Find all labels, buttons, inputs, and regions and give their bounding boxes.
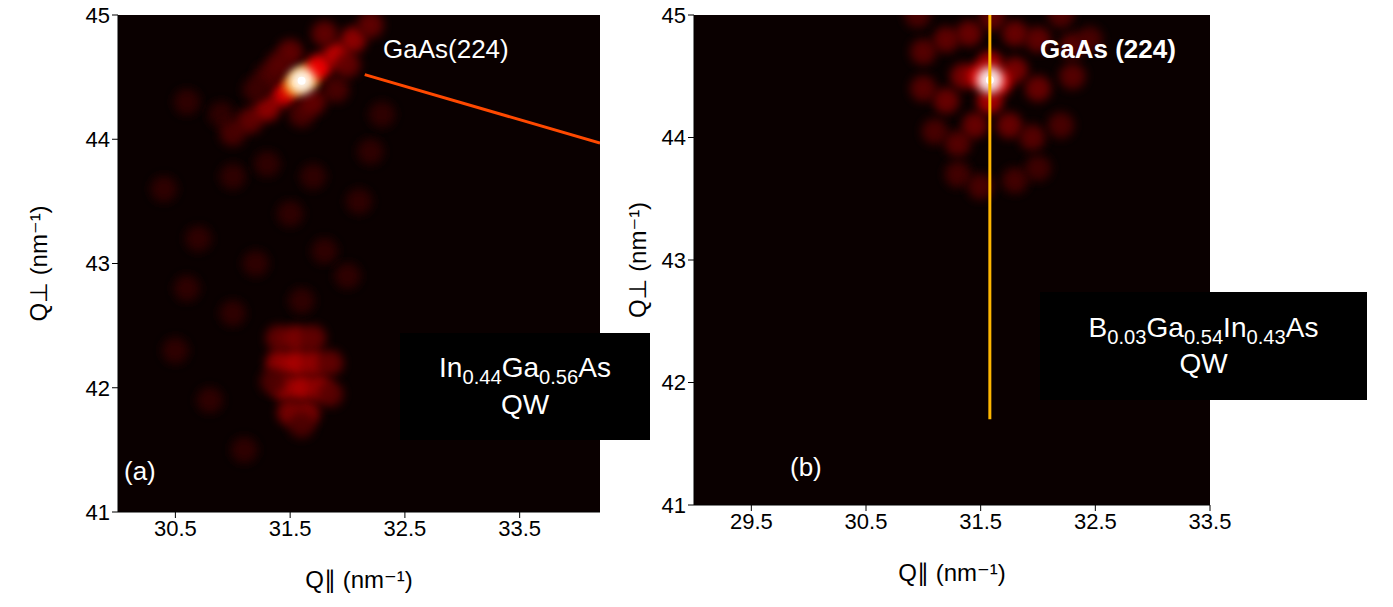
svg-text:32.5: 32.5 (1074, 509, 1117, 534)
svg-text:33.5: 33.5 (498, 516, 541, 541)
svg-text:41: 41 (662, 493, 686, 518)
svg-text:30.5: 30.5 (845, 509, 888, 534)
html-text:B0.03Ga0.54In0.43As: B0.03Ga0.54In0.43As (1088, 311, 1319, 348)
svg-text:45: 45 (86, 3, 110, 28)
svg-text:43: 43 (86, 251, 110, 276)
svg-text:42: 42 (86, 376, 110, 401)
svg-text:33.5: 33.5 (1189, 509, 1232, 534)
svg-text:31.5: 31.5 (959, 509, 1002, 534)
html-text:QW: QW (1179, 348, 1228, 380)
html-text:GaAs (224): GaAs (224) (1040, 34, 1176, 64)
svg-text:30.5: 30.5 (154, 516, 197, 541)
svg-text:29.5: 29.5 (730, 509, 773, 534)
html-text:GaAs(224): GaAs(224) (383, 34, 509, 64)
svg-text:42: 42 (662, 370, 686, 395)
html-text:(a): (a) (124, 456, 156, 486)
html-text:QW: QW (500, 388, 550, 420)
svg-text:31.5: 31.5 (269, 516, 312, 541)
svg-text:44: 44 (662, 125, 686, 150)
html-text:(b): (b) (790, 452, 822, 482)
svg-text:Q∥ (nm⁻¹): Q∥ (nm⁻¹) (305, 566, 412, 594)
svg-text:41: 41 (86, 500, 110, 525)
svg-text:Q⊥ (nm⁻¹): Q⊥ (nm⁻¹) (624, 202, 651, 318)
html-text:In0.44Ga0.56As: In0.44Ga0.56As (439, 352, 611, 388)
svg-text:44: 44 (86, 127, 110, 152)
svg-text:45: 45 (662, 3, 686, 28)
svg-text:Q∥ (nm⁻¹): Q∥ (nm⁻¹) (898, 559, 1005, 587)
svg-text:Q⊥ (nm⁻¹): Q⊥ (nm⁻¹) (25, 205, 52, 321)
svg-text:43: 43 (662, 248, 686, 273)
svg-text:32.5: 32.5 (383, 516, 426, 541)
